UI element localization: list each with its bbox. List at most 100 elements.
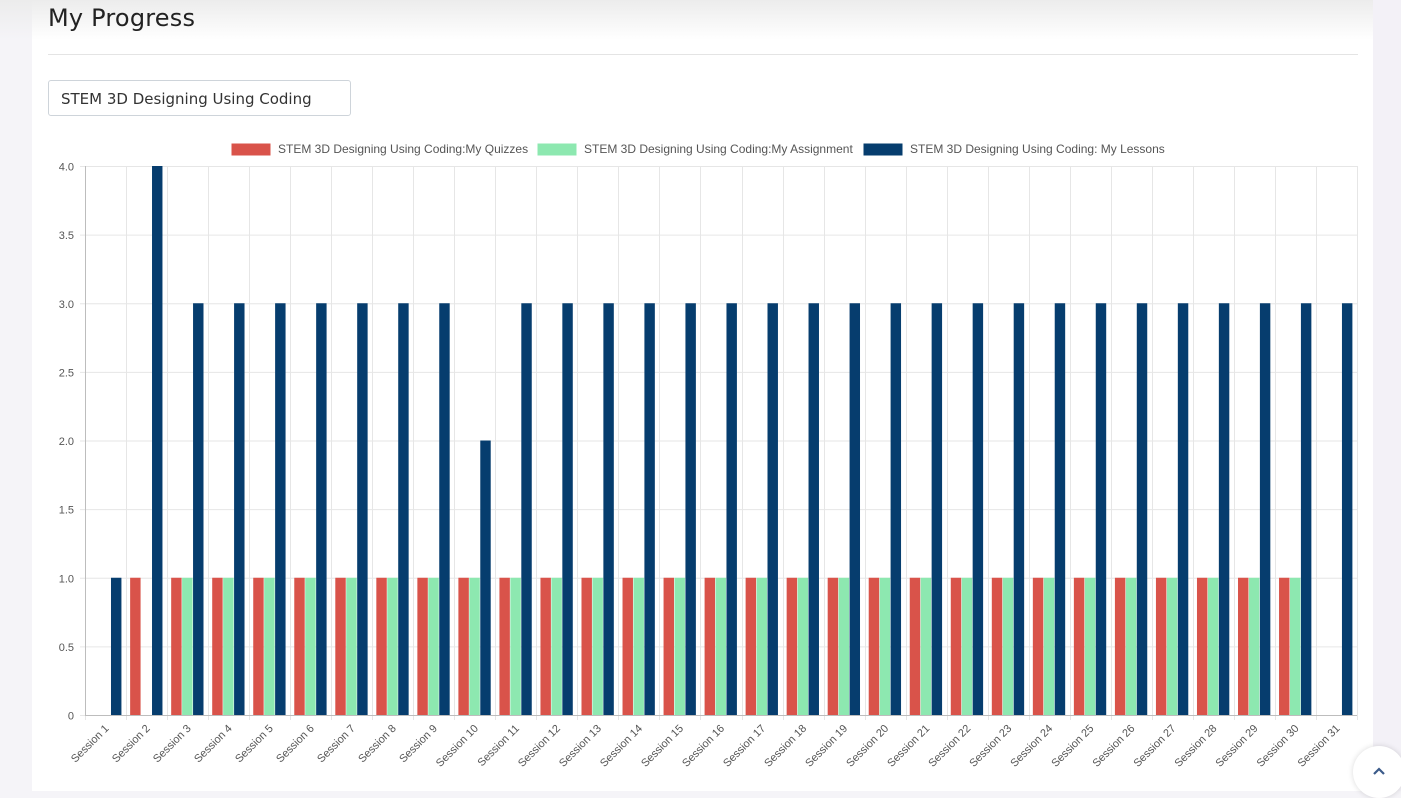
legend-label: STEM 3D Designing Using Coding: My Lesso… <box>910 142 1165 156</box>
bar <box>182 577 193 715</box>
bar <box>1073 577 1085 715</box>
bar <box>1166 577 1178 715</box>
bar <box>294 577 305 715</box>
x-tick-label: Session 8 <box>356 723 399 766</box>
bar <box>540 577 551 715</box>
y-tick-label: 0.5 <box>59 642 74 654</box>
x-tick-label: Session 3 <box>151 723 194 766</box>
bar <box>1002 577 1014 715</box>
bar <box>663 577 674 715</box>
bar <box>346 577 357 715</box>
bar <box>480 440 491 715</box>
x-tick-label: Session 15 <box>639 723 686 770</box>
bar <box>972 303 984 715</box>
y-tick-label: 1.0 <box>59 573 74 585</box>
chart-grid <box>80 166 1358 720</box>
bar <box>581 577 592 715</box>
x-tick-label: Session 17 <box>721 723 768 770</box>
bar <box>130 577 141 715</box>
bar <box>868 577 880 715</box>
bar <box>797 577 809 715</box>
y-tick-label: 1.5 <box>59 505 74 517</box>
y-tick-label: 3.0 <box>59 299 74 311</box>
bar <box>1248 577 1260 715</box>
bar <box>931 303 943 715</box>
page-title: My Progress <box>48 4 196 32</box>
bar <box>110 577 122 715</box>
x-tick-label: Session 18 <box>762 723 809 770</box>
y-axis: 0 0.5 1.0 1.5 2.0 2.5 3.0 3.5 4.0 <box>59 162 86 723</box>
bar <box>305 577 316 715</box>
page-right-margin <box>1373 0 1401 791</box>
course-select-value: STEM 3D Designing Using Coding <box>61 90 312 108</box>
bar <box>838 577 850 715</box>
bar <box>499 577 510 715</box>
course-select[interactable]: STEM 3D Designing Using Coding <box>48 80 351 116</box>
bar <box>633 577 644 715</box>
y-tick-label: 2.0 <box>59 436 74 448</box>
bar <box>592 577 603 715</box>
legend-swatch <box>862 142 904 157</box>
legend-swatch <box>230 142 272 157</box>
bar <box>551 577 562 715</box>
bar <box>223 577 234 715</box>
chevron-up-icon <box>1372 763 1386 781</box>
bar <box>1238 577 1249 715</box>
bar <box>439 303 450 715</box>
scroll-to-top-button[interactable] <box>1353 746 1401 798</box>
bar <box>1054 303 1066 715</box>
bar <box>264 577 275 715</box>
x-tick-label: Session 14 <box>598 723 645 770</box>
bar <box>275 303 286 715</box>
bar <box>1043 577 1055 715</box>
x-tick-label: Session 7 <box>315 723 358 766</box>
x-tick-label: Session 12 <box>516 723 563 770</box>
bar <box>316 303 327 715</box>
x-tick-label: Session 9 <box>397 723 440 766</box>
bar <box>715 577 726 715</box>
y-tick-label: 3.5 <box>59 230 74 242</box>
x-tick-label: Session 20 <box>844 723 891 770</box>
x-tick-label: Session 30 <box>1255 723 1302 770</box>
x-tick-label: Session 25 <box>1049 723 1096 770</box>
bar <box>1300 303 1312 715</box>
bar <box>357 303 368 715</box>
bar <box>428 577 439 715</box>
x-tick-label: Session 5 <box>233 723 276 766</box>
bar <box>1218 303 1230 715</box>
bar <box>685 303 696 715</box>
bar <box>849 303 861 715</box>
y-tick-label: 0 <box>68 711 74 723</box>
x-tick-label: Session 28 <box>1173 723 1220 770</box>
bar <box>1341 303 1353 715</box>
bar <box>786 577 798 715</box>
bar <box>991 577 1003 715</box>
x-tick-label: Session 31 <box>1296 723 1343 770</box>
y-tick-label: 2.5 <box>59 367 74 379</box>
bar <box>1177 303 1189 715</box>
bar <box>879 577 891 715</box>
bar <box>562 303 573 715</box>
x-tick-label: Session 16 <box>680 723 727 770</box>
bar <box>622 577 633 715</box>
x-tick-label: Session 11 <box>476 723 522 769</box>
bar <box>1013 303 1025 715</box>
x-tick-label: Session 2 <box>110 723 153 766</box>
legend-swatch <box>536 142 578 157</box>
x-tick-label: Session 10 <box>434 723 481 770</box>
x-tick-label: Session 4 <box>192 723 235 766</box>
bar <box>808 303 819 715</box>
x-tick-label: Session 13 <box>557 723 604 770</box>
bar <box>1125 577 1137 715</box>
bar <box>704 577 716 715</box>
bar <box>1289 577 1301 715</box>
bar <box>950 577 962 715</box>
x-tick-label: Session 21 <box>885 723 932 770</box>
bar <box>387 577 398 715</box>
x-tick-label: Session 29 <box>1214 723 1261 770</box>
bar <box>212 577 223 715</box>
x-tick-label: Session 19 <box>803 723 850 770</box>
bar <box>469 577 480 715</box>
